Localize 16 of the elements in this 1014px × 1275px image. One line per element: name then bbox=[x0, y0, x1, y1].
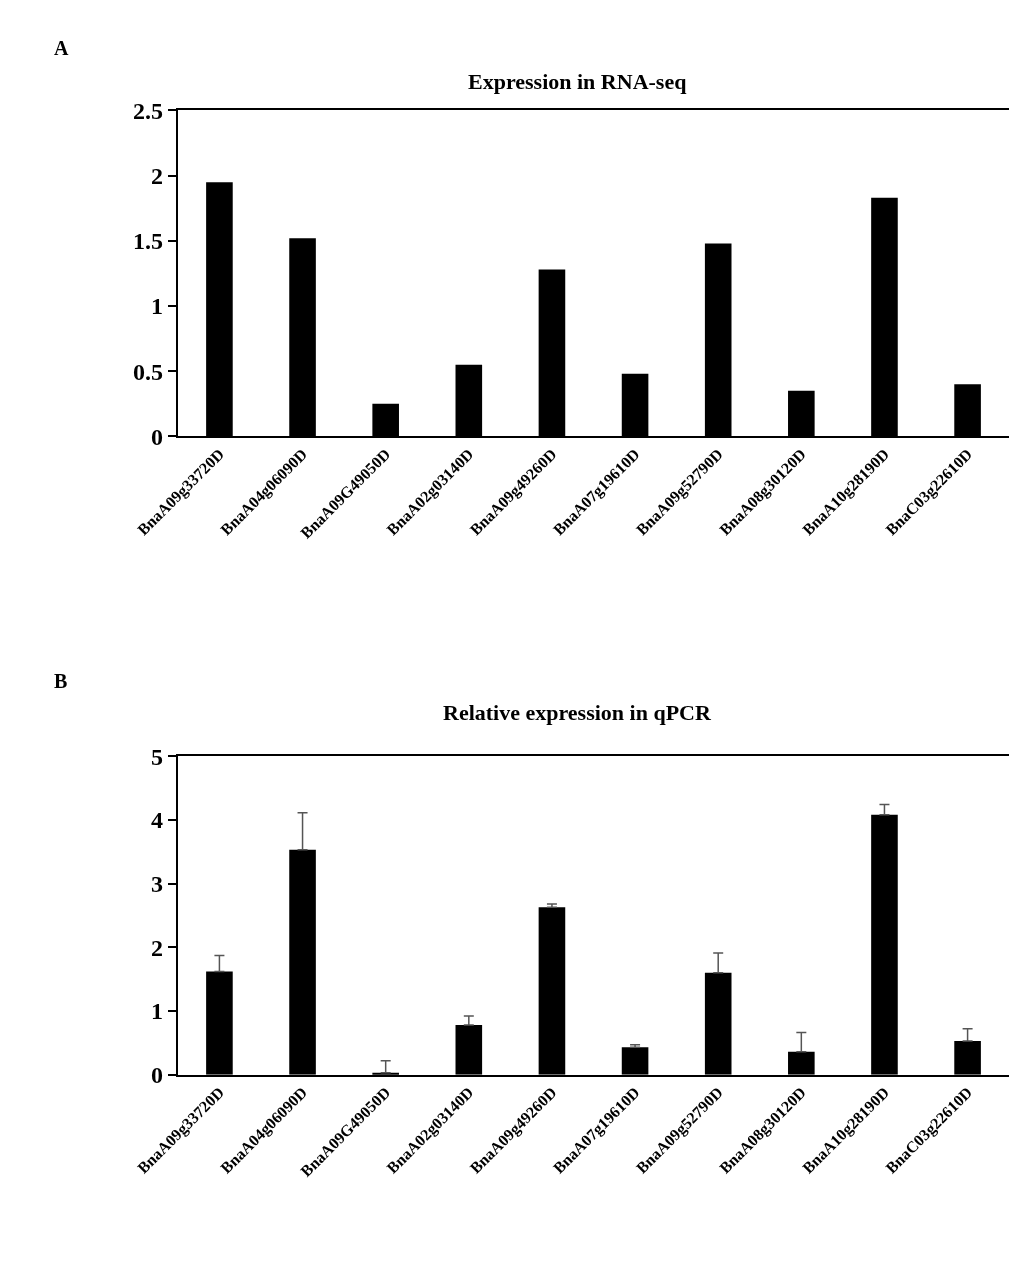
chart-subtitle: B bbox=[54, 670, 68, 692]
chart-title: Expression in RNA-seq bbox=[468, 69, 688, 94]
y-tick-label: 0 bbox=[151, 423, 164, 450]
y-tick-label: 4 bbox=[151, 807, 164, 834]
chart-title: Relative expression in qPCR bbox=[443, 700, 712, 725]
y-tick-label: 3 bbox=[151, 870, 164, 897]
chart-subtitle: A bbox=[54, 37, 69, 59]
y-tick-label: 1 bbox=[151, 293, 164, 320]
y-tick-label: 0 bbox=[151, 1062, 164, 1089]
y-tick-label: 5 bbox=[151, 743, 164, 770]
y-tick-label: 0.5 bbox=[133, 358, 164, 385]
y-tick-label: 1 bbox=[151, 998, 164, 1025]
y-tick-label: 2 bbox=[151, 163, 164, 190]
y-tick-label: 2 bbox=[151, 934, 164, 961]
y-tick-label: 1.5 bbox=[133, 228, 164, 255]
y-tick-label: 2.5 bbox=[133, 97, 164, 124]
